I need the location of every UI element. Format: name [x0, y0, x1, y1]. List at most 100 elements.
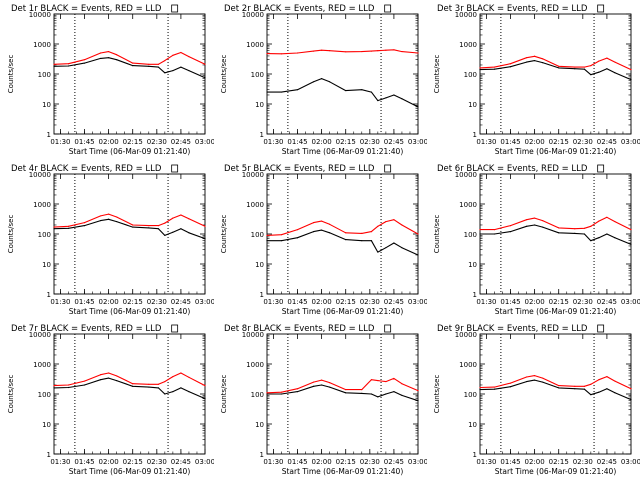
y-tick-labels: 1 10 100 1000 10000: [455, 11, 477, 139]
y-tick-label: 1: [260, 291, 264, 299]
events-point: [630, 399, 632, 401]
lld-point: [164, 59, 166, 62]
x-axis-label: Start Time (06-Mar-09 01:21:40): [495, 307, 617, 316]
series-lld-line: [479, 55, 632, 71]
chart-panel-1: Det 1r BLACK = Events, RED = LLD 1 10 100 10…: [7, 4, 214, 156]
x-tick-label: 01:30: [476, 298, 496, 306]
events-point: [148, 227, 150, 229]
lld-point: [479, 67, 481, 69]
events-point: [534, 224, 536, 226]
lld-point: [598, 60, 600, 62]
events-point: [83, 62, 86, 64]
lld-point: [542, 58, 544, 60]
x-tick-label: 02:45: [597, 138, 617, 146]
y-tick-label: 1: [473, 451, 477, 459]
y-tick-label: 100: [251, 391, 264, 399]
x-tick-label: 02:00: [525, 458, 545, 466]
x-tick-label: 02:00: [312, 458, 332, 466]
chart-title: Det 8r BLACK = Events, RED = LLD: [224, 324, 375, 334]
events-point: [558, 232, 560, 234]
y-tick-label: 100: [38, 391, 51, 399]
y-tick-label: 10: [468, 421, 477, 429]
lld-point: [606, 57, 608, 59]
lld-point: [157, 63, 160, 65]
x-axis-label: Start Time (06-Mar-09 01:21:40): [69, 467, 191, 476]
chart-title: Det 1r BLACK = Events, RED = LLD: [11, 4, 162, 14]
events-point: [493, 68, 496, 70]
events-point: [108, 377, 110, 379]
lld-point: [606, 376, 608, 378]
y-tick-label: 1: [47, 291, 51, 299]
lld-point: [296, 52, 299, 54]
y-tick-label: 1000: [459, 41, 477, 49]
x-tick-label: 03:00: [408, 298, 427, 306]
y-tick-label: 10: [255, 101, 264, 109]
lld-point: [116, 54, 118, 56]
series-lld-line: [480, 216, 632, 231]
events-point: [377, 99, 379, 102]
events-point: [172, 391, 174, 393]
y-axis-label: Counts/sec: [433, 215, 441, 254]
x-tick-label: 03:00: [621, 458, 640, 466]
events-point: [132, 385, 134, 387]
events-point: [598, 71, 600, 73]
lld-point: [558, 385, 560, 387]
events-point: [132, 65, 134, 67]
x-axis-label: Start Time (06-Mar-09 01:21:40): [69, 147, 191, 156]
y-tick-label: 1: [260, 131, 264, 139]
x-tick-label: 01:45: [74, 458, 94, 466]
lld-point: [479, 229, 481, 231]
events-point: [614, 237, 616, 239]
lld-point: [132, 224, 134, 226]
events-point: [606, 388, 608, 390]
events-point: [525, 380, 528, 383]
series-events-line: [53, 377, 206, 400]
events-point: [590, 394, 592, 396]
lld-point: [493, 229, 496, 231]
x-tick-label: 01:30: [263, 138, 283, 146]
x-tick-label: 01:45: [500, 138, 520, 146]
lld-point: [493, 66, 496, 68]
lld-point: [83, 221, 86, 224]
y-tick-label: 100: [38, 71, 51, 79]
lld-point: [180, 51, 182, 54]
lld-point: [574, 385, 576, 387]
lld-point: [204, 225, 206, 227]
events-point: [417, 254, 419, 256]
events-point: [132, 226, 134, 228]
events-point: [370, 240, 373, 242]
events-point: [188, 232, 190, 234]
events-point: [509, 231, 512, 233]
events-point: [321, 78, 323, 80]
y-tick-label: 10: [42, 421, 51, 429]
x-tick-label: 02:45: [384, 458, 404, 466]
y-axis-label: Counts/sec: [220, 215, 228, 254]
events-point: [377, 251, 379, 253]
y-tick-label: 10: [255, 421, 264, 429]
x-tick-label: 02:15: [549, 298, 569, 306]
y-tick-label: 10: [468, 101, 477, 109]
series-events-line: [479, 60, 632, 81]
y-tick-label: 1: [47, 451, 51, 459]
lld-point: [116, 216, 118, 218]
events-point: [180, 387, 182, 389]
lld-point: [148, 225, 150, 227]
y-tick-label: 10000: [455, 171, 477, 179]
lld-point: [172, 217, 174, 219]
series-lld-line: [479, 375, 632, 390]
events-point: [188, 69, 190, 72]
chart-panel-5: Det 5r BLACK = Events, RED = LLD 1 10 100 10…: [220, 164, 427, 316]
lld-point: [417, 389, 419, 392]
events-point: [574, 232, 576, 234]
lld-point: [266, 52, 268, 55]
lld-point: [266, 392, 268, 394]
events-point: [312, 231, 315, 233]
events-point: [542, 226, 544, 228]
events-point: [417, 106, 419, 108]
lld-point: [417, 233, 419, 235]
events-point: [83, 384, 86, 386]
events-point: [99, 219, 102, 222]
events-point: [180, 66, 182, 68]
lld-point: [345, 232, 347, 234]
lld-point: [280, 53, 283, 55]
